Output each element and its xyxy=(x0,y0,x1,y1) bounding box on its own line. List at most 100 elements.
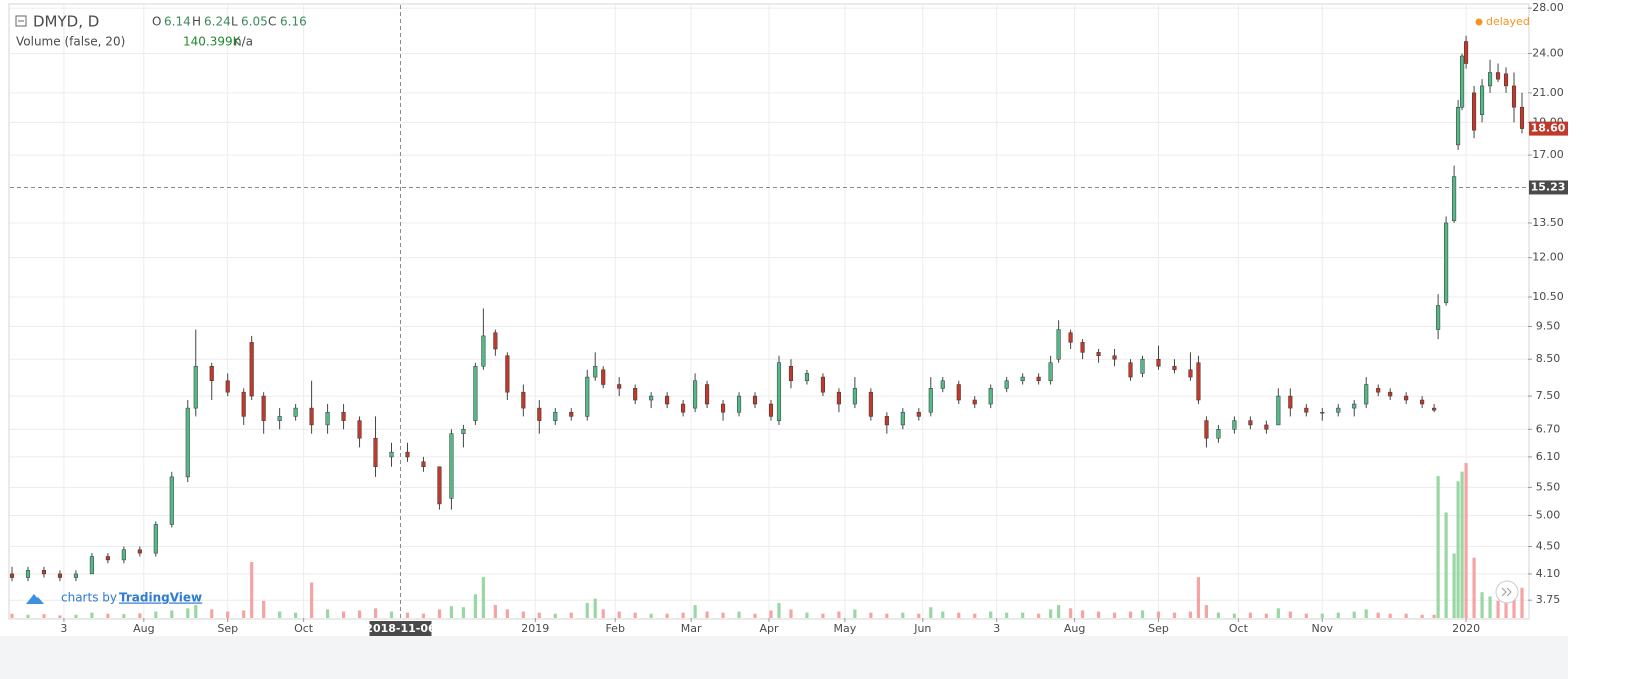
candle-body xyxy=(73,573,78,578)
volume-bar xyxy=(481,577,485,618)
volume-bar xyxy=(1520,587,1524,618)
volume-bar xyxy=(1128,611,1133,618)
x-tick-label: Feb xyxy=(605,622,624,635)
candle-body xyxy=(1388,391,1393,397)
volume-bar xyxy=(989,611,993,618)
bottom-toolbar xyxy=(0,636,1568,679)
candle-body xyxy=(1432,407,1437,411)
volume-bar xyxy=(1376,612,1380,618)
candle-body xyxy=(373,437,378,467)
candles xyxy=(9,35,1525,582)
x-tick-label: Nov xyxy=(1312,622,1334,635)
y-tick-label: 13.50 xyxy=(1532,216,1564,229)
x-tick-label: May xyxy=(834,622,857,635)
volume-bar xyxy=(929,607,933,618)
volume-bar xyxy=(421,613,426,618)
volume-bar xyxy=(1140,610,1145,618)
volume-bar xyxy=(250,562,254,618)
candle-body xyxy=(1020,376,1025,382)
volume-bar xyxy=(1204,605,1209,618)
candle-body xyxy=(1503,73,1509,87)
candle-body xyxy=(1036,376,1041,382)
candle-body xyxy=(225,380,230,393)
candle-body xyxy=(1472,92,1477,131)
candle-body xyxy=(1436,305,1441,330)
volume-bar xyxy=(373,608,378,618)
candle-body xyxy=(1004,380,1009,389)
y-tick-label: 17.00 xyxy=(1532,148,1564,161)
volume-bar xyxy=(693,605,697,618)
h-value: 6.24 xyxy=(204,15,231,29)
volume-bar xyxy=(461,607,466,618)
volume-bar xyxy=(737,611,741,618)
volume-bar xyxy=(1496,600,1500,618)
y-tick-label: 4.50 xyxy=(1536,540,1561,553)
candle-body xyxy=(437,466,442,505)
candle-body xyxy=(261,395,266,421)
x-tick-label: Aug xyxy=(1064,622,1085,635)
scroll-button[interactable] xyxy=(1495,580,1519,604)
volume-pane xyxy=(10,463,1524,618)
volume-bar xyxy=(1452,553,1456,618)
volume-bar xyxy=(106,613,110,618)
candle-body xyxy=(57,573,62,578)
x-tick-label: Sep xyxy=(217,622,238,635)
candle-body xyxy=(940,380,945,389)
crosshair-date-box xyxy=(369,621,432,636)
volume-bar xyxy=(10,613,14,618)
volume-bar xyxy=(278,611,282,618)
x-tick-label: Apr xyxy=(759,622,779,635)
volume-bar xyxy=(1336,612,1340,618)
volume-bar xyxy=(649,613,653,618)
crosshair-price: 15.23 xyxy=(1531,180,1566,193)
volume-bar xyxy=(1364,609,1368,618)
o-value: 6.14 xyxy=(164,15,191,29)
candle-body xyxy=(928,388,933,413)
last-price-box xyxy=(1529,121,1568,136)
last-price: 18.60 xyxy=(1531,122,1566,135)
candle-body xyxy=(1364,384,1369,405)
candle-body xyxy=(325,411,330,426)
brand-name[interactable]: TradingView xyxy=(119,591,202,605)
candle-body xyxy=(1112,355,1117,360)
volume-bar xyxy=(1276,608,1280,618)
volume-bar xyxy=(789,609,793,618)
y-tick-label: 24.00 xyxy=(1532,47,1564,60)
volume-bar xyxy=(122,614,126,618)
candle-body xyxy=(9,573,15,578)
collapse-icon[interactable] xyxy=(15,15,27,27)
y-tick-label: 6.10 xyxy=(1536,450,1561,463)
x-tick-label: 3 xyxy=(993,622,1000,635)
candle-body xyxy=(449,433,454,499)
symbol: DMYD, D xyxy=(33,13,99,31)
volume-bar xyxy=(170,610,174,618)
volume-bar xyxy=(1057,605,1061,618)
candle-body xyxy=(836,391,841,405)
volume-bar xyxy=(357,610,362,618)
candle-body xyxy=(1156,358,1161,367)
volume-bar xyxy=(585,602,589,618)
volume-bar xyxy=(449,606,454,618)
candle-body xyxy=(1352,403,1357,409)
candle-body xyxy=(293,407,298,417)
candle-body xyxy=(1456,106,1461,146)
candle-body xyxy=(956,384,961,401)
candle-body xyxy=(900,411,905,426)
volume-bar xyxy=(1304,613,1308,618)
y-tick-label: 3.75 xyxy=(1536,593,1561,606)
candle-body xyxy=(1096,352,1101,357)
candle-body xyxy=(1444,222,1449,303)
candle-body xyxy=(852,388,857,405)
candle-body xyxy=(1232,420,1237,430)
candle-body xyxy=(473,365,478,421)
y-tick-label: 28.00 xyxy=(1532,1,1564,14)
status: delayed xyxy=(1486,15,1530,28)
volume-bar xyxy=(1069,608,1073,618)
volume-bar xyxy=(941,611,945,618)
volume-bar xyxy=(1320,613,1324,618)
x-tick-label: Sep xyxy=(1148,622,1169,635)
volume-bar xyxy=(665,613,669,618)
volume-bar xyxy=(1512,598,1516,618)
candle-body xyxy=(249,342,254,397)
candle-body xyxy=(617,384,622,389)
